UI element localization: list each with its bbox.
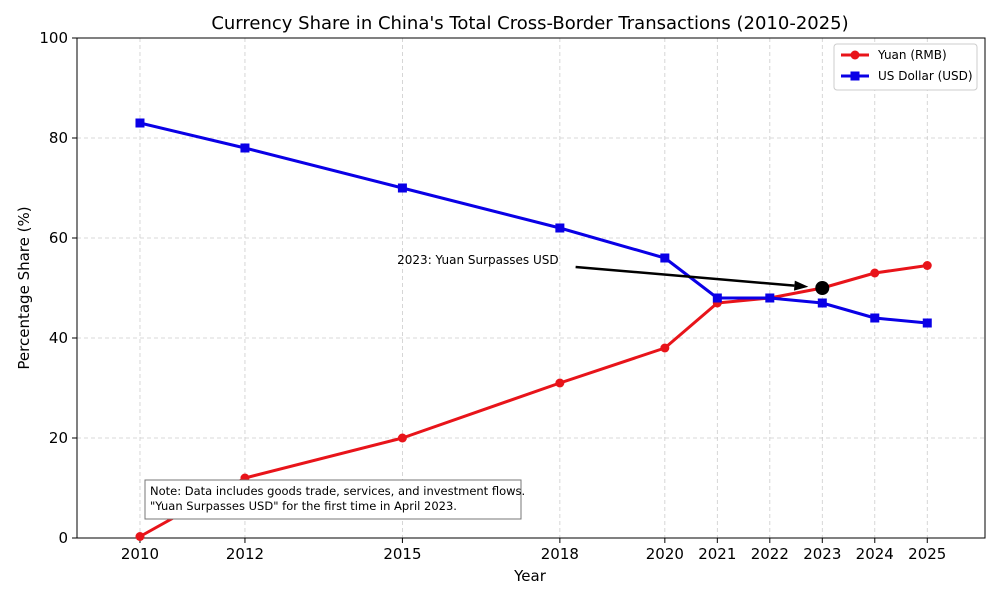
legend-marker	[850, 50, 860, 60]
series-yuan	[135, 261, 932, 541]
data-point-yuan	[555, 378, 565, 388]
legend-marker	[850, 71, 860, 81]
y-tick-label: 100	[39, 29, 68, 47]
y-axis-label: Percentage Share (%)	[15, 206, 33, 369]
x-tick-label: 2018	[541, 545, 579, 563]
series	[135, 118, 932, 541]
chart-title: Currency Share in China's Total Cross-Bo…	[211, 13, 848, 34]
x-tick-label: 2025	[908, 545, 946, 563]
x-tick-label: 2024	[856, 545, 894, 563]
series-line-yuan	[138, 264, 929, 538]
annotation-marker	[815, 281, 830, 295]
note-box: Note: Data includes goods trade, service…	[144, 479, 525, 520]
annotation: 2023: Yuan Surpasses USD	[397, 253, 830, 295]
note-line: Note: Data includes goods trade, service…	[150, 484, 525, 498]
data-point-yuan	[135, 532, 145, 541]
plot-frame	[76, 37, 986, 539]
y-tick-label: 60	[49, 229, 68, 247]
note-frame	[144, 479, 522, 520]
data-point-yuan	[660, 343, 670, 353]
legend-item-usd: US Dollar (USD)	[841, 69, 973, 83]
grid	[77, 37, 985, 539]
data-point-usd	[922, 318, 932, 328]
y-tick-label: 40	[49, 329, 68, 347]
data-point-usd	[817, 298, 827, 308]
annotation-arrow-line	[575, 265, 795, 287]
x-axis-ticks: 2010 2012 2015 2018 2020 2021 2022 2023 2024 2025	[121, 538, 946, 563]
series-line-usd	[138, 121, 929, 325]
annotation-arrow-head	[793, 280, 809, 291]
y-tick-label: 20	[49, 429, 68, 447]
data-point-usd	[870, 313, 880, 323]
legend-box	[833, 43, 978, 91]
x-tick-label: 2020	[646, 545, 684, 563]
legend: Yuan (RMB) US Dollar (USD)	[833, 43, 978, 91]
data-point-usd	[712, 293, 722, 303]
data-point-usd	[397, 183, 407, 193]
x-tick-label: 2021	[698, 545, 736, 563]
x-tick-label: 2015	[383, 545, 421, 563]
x-tick-label: 2010	[121, 545, 159, 563]
note-line: "Yuan Surpasses USD" for the first time …	[150, 499, 457, 513]
data-point-usd	[660, 253, 670, 263]
data-point-yuan	[870, 268, 880, 278]
data-point-yuan	[397, 433, 407, 443]
data-point-usd	[765, 293, 775, 303]
legend-item-yuan: Yuan (RMB)	[841, 48, 947, 62]
y-tick-label: 0	[58, 529, 68, 547]
legend-label: US Dollar (USD)	[878, 69, 973, 83]
annotation-text: 2023: Yuan Surpasses USD	[397, 253, 558, 267]
y-tick-label: 80	[49, 129, 68, 147]
data-point-yuan	[922, 261, 932, 270]
x-axis-label: Year	[513, 567, 547, 585]
y-axis-ticks: 0 20 40 60 80 100	[39, 29, 77, 547]
data-point-usd	[555, 223, 565, 233]
data-point-usd	[240, 143, 250, 153]
x-tick-label: 2012	[226, 545, 264, 563]
series-usd	[135, 118, 932, 328]
x-tick-label: 2022	[751, 545, 789, 563]
x-tick-label: 2023	[803, 545, 841, 563]
data-point-usd	[135, 118, 145, 128]
legend-label: Yuan (RMB)	[877, 48, 947, 62]
